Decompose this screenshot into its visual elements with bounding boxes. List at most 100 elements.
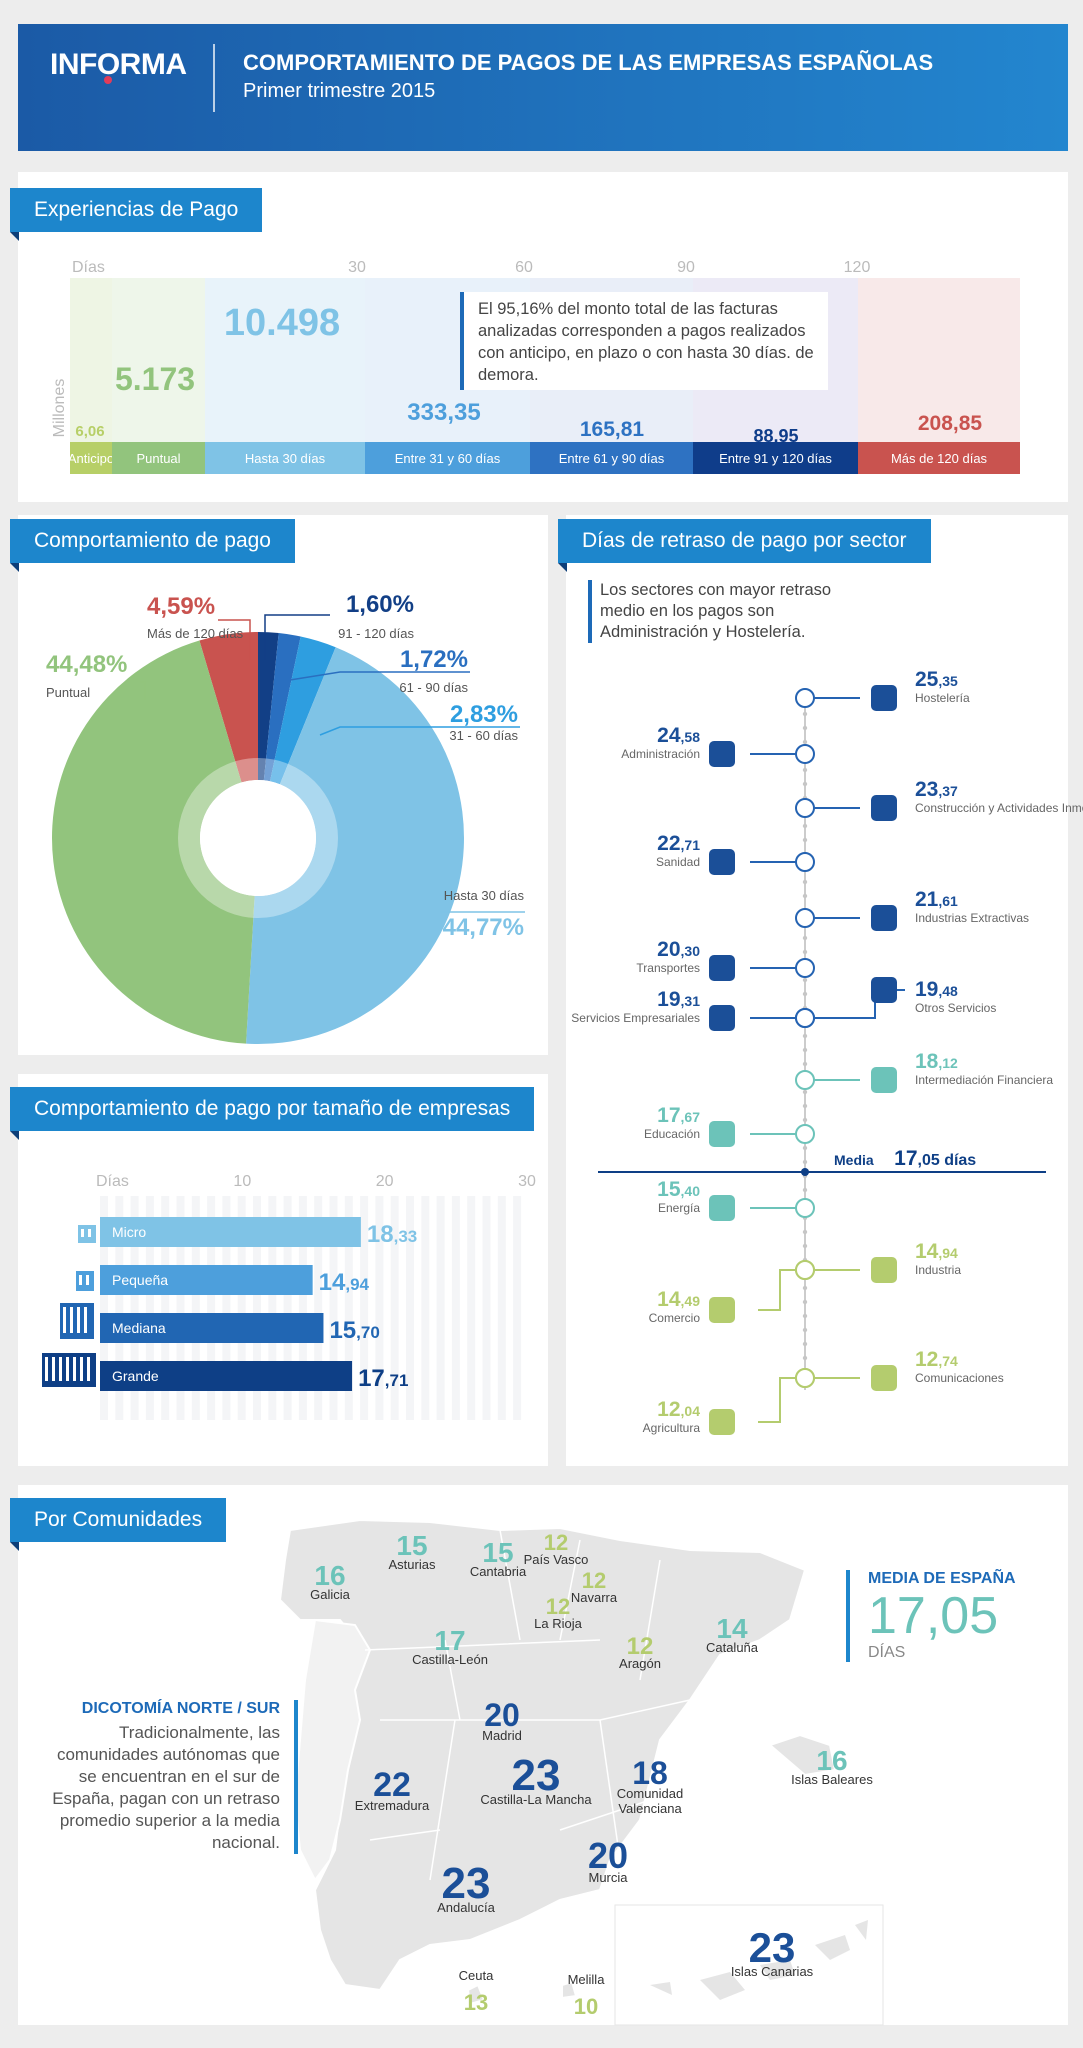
size-value-int: 14 — [319, 1269, 346, 1296]
tag-sectores: Días de retraso de pago por sector — [558, 519, 931, 572]
region-name: Castilla-La Mancha — [480, 1792, 592, 1807]
exp-category-bar — [858, 442, 1020, 474]
region-name: Valenciana — [618, 1801, 682, 1816]
sector-chart: 25,35Hostelería24,58Administración23,37C… — [571, 668, 1083, 1435]
building-window — [73, 1357, 76, 1381]
sector-value-int: 21 — [915, 888, 939, 911]
sector-axis-dot — [802, 1341, 808, 1347]
dicotomia-box: DICOTOMÍA NORTE / SUR Tradicionalmente, … — [50, 1700, 298, 1854]
exp-ylabel: Millones — [51, 379, 68, 438]
sector-axis-dot — [802, 949, 808, 955]
exp-x-tick: 30 — [348, 259, 366, 276]
region-value: 14 — [716, 1613, 748, 1644]
size-grid-stripe — [497, 1196, 506, 1420]
donut-slice — [199, 632, 258, 783]
tag-experiencias: Experiencias de Pago — [10, 188, 263, 241]
sector-value-int: 25 — [915, 668, 939, 691]
region-name: Comunidad — [617, 1786, 684, 1801]
building-window — [70, 1307, 73, 1333]
sector-value-int: 12 — [915, 1348, 938, 1371]
sector-icon — [871, 1257, 897, 1283]
sector-axis-dot — [802, 991, 808, 997]
region-name: Ceuta — [459, 1968, 494, 1983]
donut-slice — [263, 633, 301, 782]
size-bar-label: Micro — [112, 1224, 146, 1240]
region-value: 16 — [816, 1745, 847, 1776]
sector-name: Hostelería — [915, 691, 970, 705]
size-grid-stripe — [375, 1196, 384, 1420]
media-dec: ,05 días — [917, 1152, 977, 1169]
size-grid-stripe — [421, 1196, 430, 1420]
portugal-shape — [293, 1618, 372, 1882]
building-window — [45, 1357, 48, 1381]
sector-value: 19,48 — [915, 978, 958, 1001]
size-grid-stripe — [191, 1196, 200, 1420]
size-grid-stripe — [145, 1196, 154, 1420]
region-value: 20 — [484, 1697, 520, 1733]
region-value: 13 — [464, 1990, 488, 2015]
region-name: Cantabria — [470, 1564, 527, 1579]
exp-x-tick: 90 — [677, 259, 695, 276]
sector-icon — [871, 977, 897, 1003]
sector-value-int: 19 — [657, 988, 680, 1011]
sector-value-int: 20 — [657, 938, 680, 961]
sector-value: 15,40 — [657, 1178, 700, 1201]
size-x-tick: 20 — [376, 1173, 394, 1190]
region-name: Andalucía — [437, 1900, 496, 1915]
size-grid-stripe — [130, 1196, 139, 1420]
logo: INFORMA — [50, 48, 187, 81]
sector-icon — [871, 1067, 897, 1093]
sectores-note: Los sectores con mayor retraso medio en … — [600, 581, 832, 641]
size-grid-stripe — [237, 1196, 246, 1420]
sector-axis-dot — [802, 1355, 808, 1361]
region-name: Extremadura — [355, 1798, 430, 1813]
size-grid-stripe — [207, 1196, 216, 1420]
panel-sectores — [566, 515, 1068, 1466]
region-value: 12 — [544, 1530, 568, 1555]
size-value-label: 18,33 — [367, 1221, 417, 1248]
exp-x-tick: 60 — [515, 259, 533, 276]
donut-slice — [258, 632, 279, 781]
donut-slice-label: 91 - 120 días — [338, 626, 414, 641]
exp-category-bar — [693, 442, 858, 474]
donut-slice-label: Puntual — [46, 685, 90, 700]
exp-axis-label: Días — [72, 259, 105, 276]
exp-category-bar — [365, 442, 530, 474]
media-espana-unit: DÍAS — [868, 1644, 906, 1661]
sector-value-dec: ,71 — [681, 837, 701, 853]
donut-chart: 44,48% Puntual 4,59% Más de 120 días 1,60% 91… — [46, 591, 525, 1044]
size-axis-label: Días — [96, 1173, 129, 1190]
size-grid-stripe — [298, 1196, 307, 1420]
sector-axis-dot — [802, 1117, 808, 1123]
region-name: La Rioja — [534, 1616, 582, 1631]
sector-name: Agricultura — [643, 1421, 701, 1435]
media-espana-box: MEDIA DE ESPAÑA 17,05 DÍAS — [846, 1570, 1016, 1662]
sector-icon — [709, 1195, 735, 1221]
region-value: 17 — [434, 1625, 465, 1656]
donut-hole — [200, 780, 316, 896]
building-window — [77, 1307, 80, 1333]
building-window — [80, 1357, 83, 1381]
sector-value-dec: ,48 — [938, 983, 958, 999]
donut-slice — [246, 647, 464, 1044]
sector-name: Otros Servicios — [915, 1001, 996, 1015]
size-grid-stripe — [268, 1196, 277, 1420]
sector-value-dec: ,40 — [681, 1183, 701, 1199]
logo-dot-icon — [104, 76, 112, 84]
sector-axis-dot — [802, 1243, 808, 1249]
tag-comunidades: Por Comunidades — [10, 1498, 227, 1551]
sector-value: 12,04 — [657, 1398, 700, 1421]
sector-icon — [709, 1409, 735, 1435]
sector-value-int: 19 — [915, 978, 938, 1001]
media-label: Media 17,05 días — [834, 1147, 976, 1171]
building-window — [87, 1357, 90, 1381]
sector-icon — [871, 685, 897, 711]
sector-value-dec: ,31 — [681, 993, 701, 1009]
donut-slice — [52, 640, 255, 1044]
size-value-label: 17,71 — [358, 1365, 408, 1392]
exp-value-label: 165,81 — [580, 418, 645, 441]
sector-axis-dot — [802, 1187, 808, 1193]
size-value-label: 15,70 — [329, 1317, 379, 1344]
region-value: 16 — [314, 1560, 345, 1591]
size-bar — [100, 1361, 353, 1391]
